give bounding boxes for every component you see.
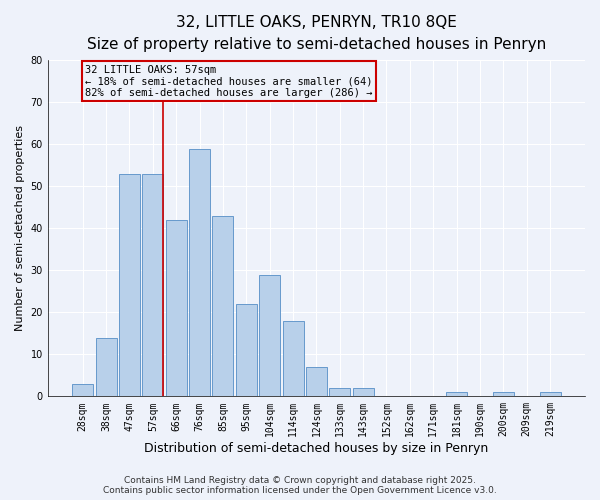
Bar [259,274,280,396]
Bar [353,388,374,396]
Bar [283,320,304,396]
X-axis label: Distribution of semi-detached houses by size in Penryn: Distribution of semi-detached houses by … [144,442,488,455]
Bar [236,304,257,396]
Bar [446,392,467,396]
Bar [166,220,187,396]
Text: 32 LITTLE OAKS: 57sqm
← 18% of semi-detached houses are smaller (64)
82% of semi: 32 LITTLE OAKS: 57sqm ← 18% of semi-deta… [85,64,373,98]
Bar [306,367,327,396]
Bar [539,392,560,396]
Bar [493,392,514,396]
Bar [189,148,210,396]
Bar [329,388,350,396]
Bar [142,174,163,396]
Title: 32, LITTLE OAKS, PENRYN, TR10 8QE
Size of property relative to semi-detached hou: 32, LITTLE OAKS, PENRYN, TR10 8QE Size o… [87,15,546,52]
Bar [72,384,93,396]
Bar [119,174,140,396]
Text: Contains HM Land Registry data © Crown copyright and database right 2025.
Contai: Contains HM Land Registry data © Crown c… [103,476,497,495]
Y-axis label: Number of semi-detached properties: Number of semi-detached properties [15,126,25,332]
Bar [212,216,233,396]
Bar [95,338,116,396]
